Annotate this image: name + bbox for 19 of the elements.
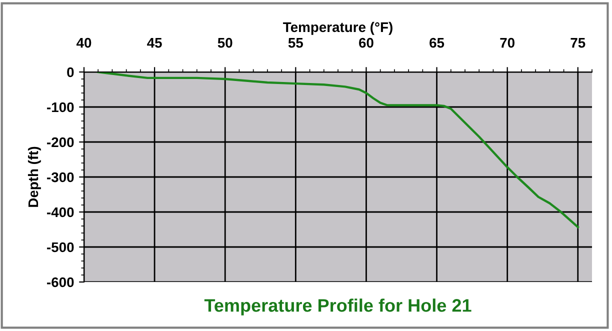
x-tick-label: 60 [359, 38, 374, 48]
x-tick-label: 45 [147, 38, 162, 48]
line-series [97, 72, 579, 228]
y-tick-label: -300 [47, 172, 74, 182]
y-tick-label: -500 [47, 242, 74, 252]
y-tick-label: -200 [47, 137, 74, 148]
x-axis-title: Temperature (°F) [283, 22, 392, 35]
y-tick-label: -400 [47, 207, 74, 218]
y-axis-title: Depth (ft) [28, 146, 41, 207]
y-tick-label: -600 [47, 277, 74, 288]
y-tick-label: 0 [67, 67, 74, 78]
x-tick-label: 55 [288, 38, 304, 48]
x-tick-label: 70 [500, 38, 514, 48]
text: Temperature Profile for Hole 21 [204, 298, 472, 316]
x-tick-label: 50 [218, 38, 232, 48]
y-tick-label: -100 [47, 102, 74, 112]
x-tick-label: 40 [76, 38, 92, 48]
x-tick-label: 65 [430, 38, 444, 48]
x-tick-label: 75 [570, 38, 586, 48]
